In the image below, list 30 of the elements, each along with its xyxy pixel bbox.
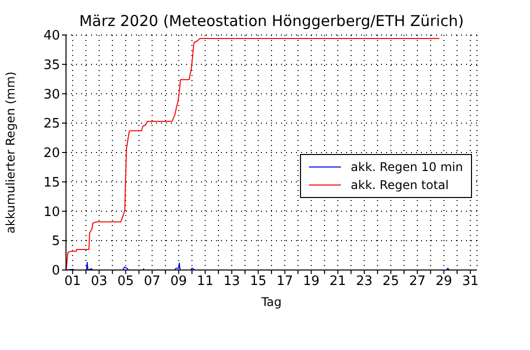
x-tick-label: 29 bbox=[436, 274, 452, 290]
x-tick-label: 07 bbox=[144, 274, 160, 290]
legend-label: akk. Regen total bbox=[350, 178, 449, 192]
x-tick-label: 23 bbox=[356, 274, 373, 290]
x-tick-label: 11 bbox=[196, 274, 214, 290]
x-tick-label: 31 bbox=[462, 274, 479, 290]
x-tick-label: 19 bbox=[303, 274, 320, 290]
y-tick-label: 30 bbox=[43, 87, 60, 102]
x-tick-label: 25 bbox=[382, 274, 400, 290]
y-tick-label: 40 bbox=[43, 28, 60, 44]
x-axis-title: Tag bbox=[260, 295, 282, 309]
x-tick-label: 17 bbox=[276, 274, 294, 290]
y-tick-label: 10 bbox=[43, 204, 60, 220]
y-tick-label: 20 bbox=[43, 146, 60, 162]
y-tick-label: 5 bbox=[52, 234, 60, 250]
x-tick-label: 03 bbox=[90, 274, 108, 290]
y-tick-label: 25 bbox=[43, 116, 60, 132]
x-tick-label: 21 bbox=[330, 274, 346, 290]
x-tick-label: 01 bbox=[64, 274, 81, 290]
y-tick-label: 0 bbox=[52, 264, 60, 279]
x-tick-label: 09 bbox=[170, 274, 187, 290]
x-tick-label: 05 bbox=[117, 274, 134, 290]
y-axis-title: akkumulierter Regen (mm) bbox=[3, 72, 18, 234]
y-tick-label: 15 bbox=[43, 175, 60, 190]
x-tick-label: 13 bbox=[223, 274, 240, 290]
chart-title: März 2020 (Meteostation Hönggerberg/ETH Zürich) bbox=[78, 12, 465, 30]
legend-label: akk. Regen 10 min bbox=[350, 160, 463, 174]
x-tick-label: 27 bbox=[409, 274, 426, 290]
y-tick-label: 35 bbox=[43, 58, 60, 73]
x-tick-label: 15 bbox=[250, 274, 267, 290]
